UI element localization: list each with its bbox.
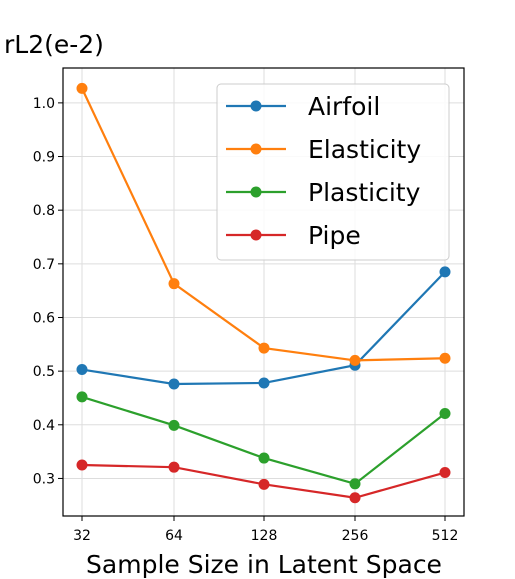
legend-marker-plasticity	[250, 186, 262, 198]
data-point-elasticity	[168, 278, 180, 290]
x-tick-label: 32	[73, 528, 91, 544]
y-tick-label: 1.0	[33, 96, 55, 112]
y-axis-title: rL2(e-2)	[4, 30, 104, 59]
data-point-plasticity	[439, 408, 451, 420]
data-point-plasticity	[258, 452, 270, 464]
x-axis-title: Sample Size in Latent Space	[86, 550, 442, 579]
data-point-plasticity	[76, 391, 88, 403]
x-tick-label: 128	[251, 528, 278, 544]
y-tick-label: 0.9	[33, 150, 55, 166]
legend-label-pipe: Pipe	[308, 221, 361, 250]
data-point-elasticity	[349, 354, 361, 366]
y-axis-ticks: 0.3 0.4 0.5 0.6 0.7 0.8 0.9 1.0	[33, 96, 63, 487]
data-point-airfoil	[76, 364, 88, 376]
y-tick-label: 0.3	[33, 471, 55, 487]
x-tick-label: 512	[432, 528, 459, 544]
data-point-pipe	[168, 461, 180, 473]
y-tick-label: 0.7	[33, 257, 55, 273]
x-tick-label: 64	[165, 528, 183, 544]
y-tick-label: 0.8	[33, 203, 55, 219]
legend-label-elasticity: Elasticity	[308, 135, 421, 164]
data-point-pipe	[439, 467, 451, 479]
legend-box	[216, 83, 450, 261]
data-point-pipe	[258, 478, 270, 490]
data-point-elasticity	[76, 82, 88, 94]
y-tick-label: 0.4	[33, 418, 55, 434]
legend-marker-elasticity	[250, 143, 262, 155]
x-axis-ticks: 32 64 128 256 512	[73, 516, 458, 544]
data-point-elasticity	[258, 342, 270, 354]
legend: Airfoil Elasticity Plasticity Pipe	[216, 83, 450, 261]
y-tick-label: 0.6	[33, 310, 55, 326]
data-points	[76, 82, 451, 504]
data-point-airfoil	[258, 377, 270, 389]
data-point-pipe	[76, 459, 88, 471]
x-tick-label: 256	[342, 528, 369, 544]
legend-label-plasticity: Plasticity	[308, 178, 421, 207]
data-point-pipe	[349, 492, 361, 504]
legend-marker-pipe	[250, 229, 262, 241]
data-point-airfoil	[168, 378, 180, 390]
y-tick-label: 0.5	[33, 364, 55, 380]
data-point-elasticity	[439, 352, 451, 364]
data-point-airfoil	[439, 266, 451, 278]
legend-label-airfoil: Airfoil	[308, 92, 380, 121]
legend-marker-airfoil	[250, 100, 262, 112]
data-point-plasticity	[168, 419, 180, 431]
data-point-plasticity	[349, 478, 361, 490]
